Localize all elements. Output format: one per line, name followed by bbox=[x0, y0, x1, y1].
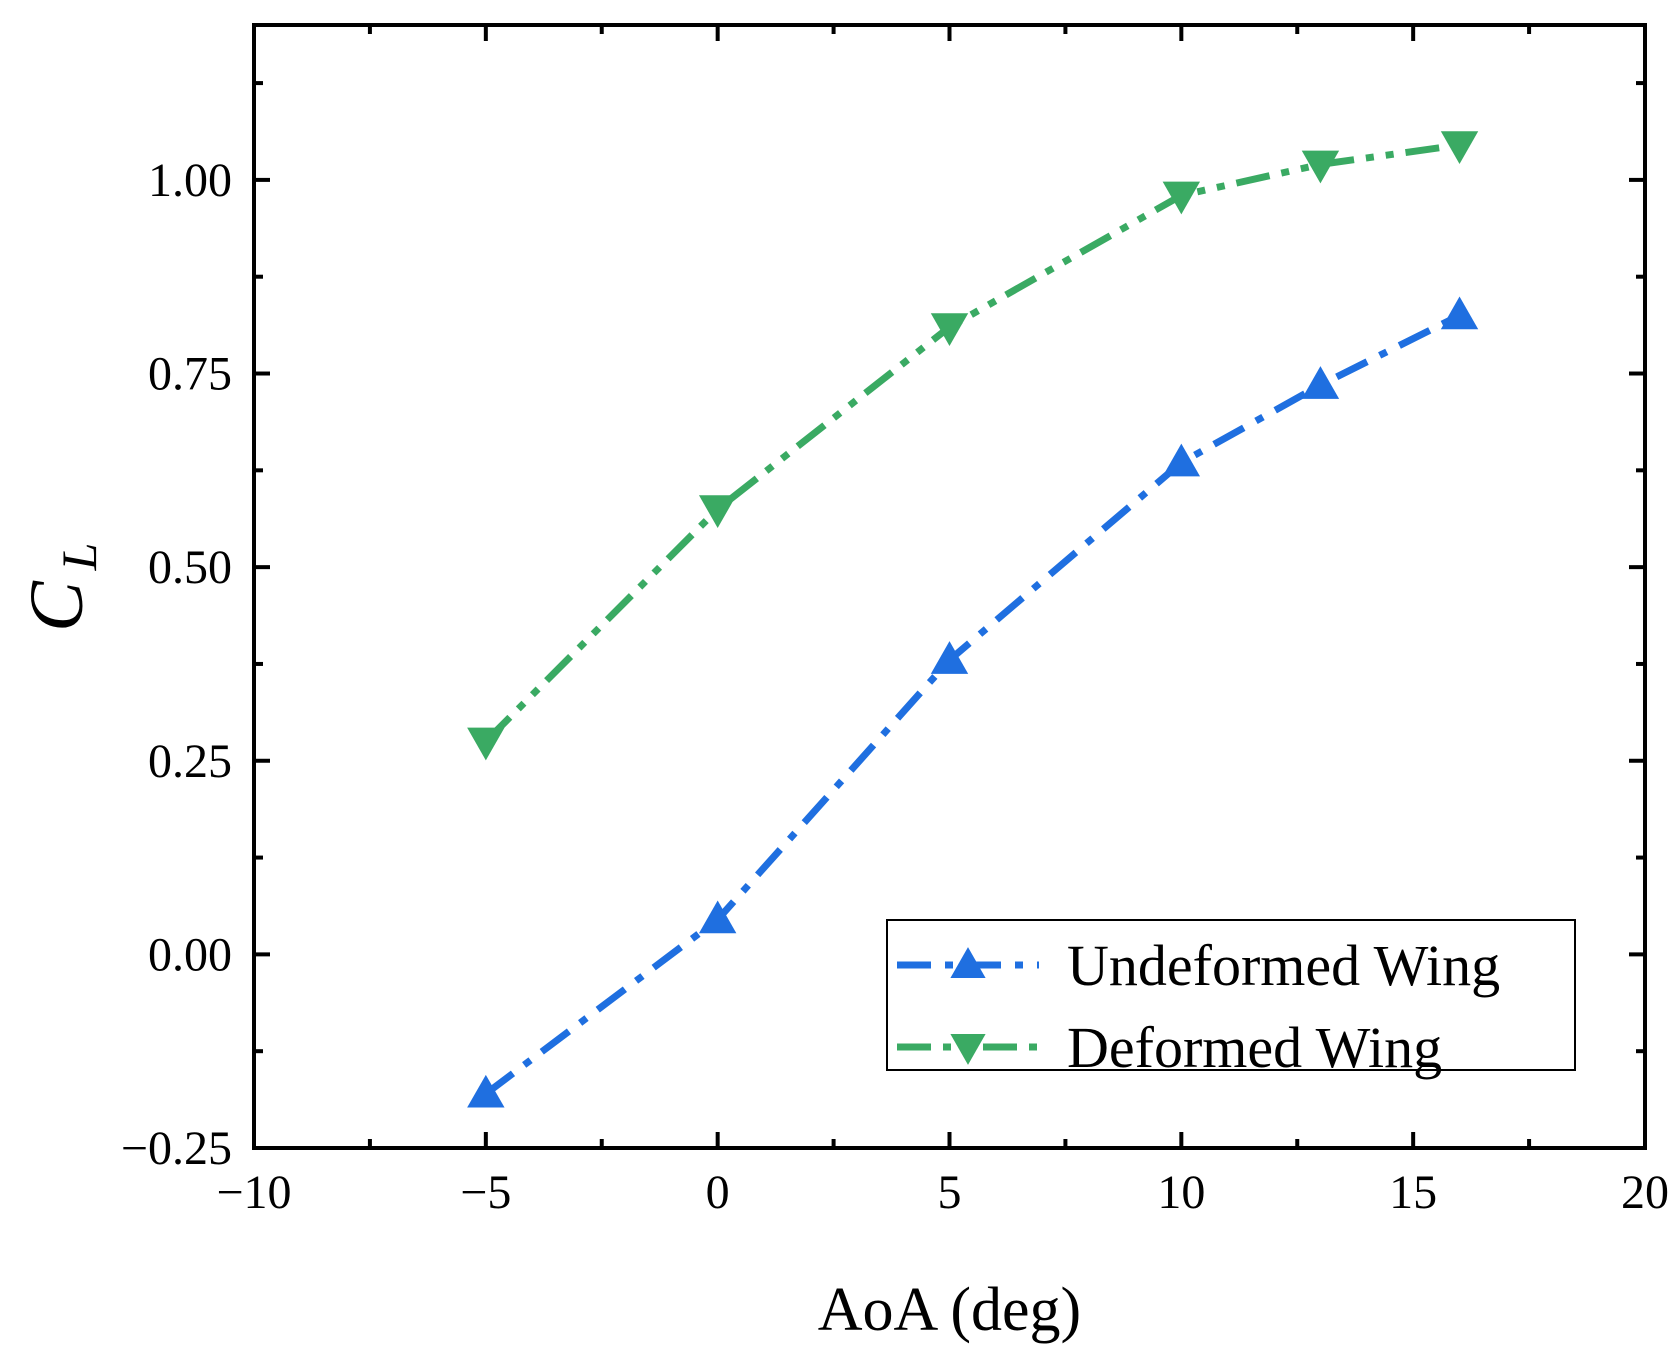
x-tick-label: 15 bbox=[1389, 1166, 1437, 1219]
data-point bbox=[1440, 131, 1479, 165]
series-deformed-wing bbox=[467, 131, 1479, 761]
x-tick-label: 5 bbox=[938, 1166, 962, 1219]
x-tick-label: 0 bbox=[706, 1166, 730, 1219]
data-point bbox=[698, 495, 737, 529]
data-point bbox=[467, 727, 505, 761]
legend: Undeformed Wing Deformed Wing bbox=[886, 919, 1576, 1080]
x-tick-label: 10 bbox=[1157, 1166, 1205, 1219]
y-tick-label: 1.00 bbox=[148, 154, 232, 207]
series-line bbox=[483, 312, 1462, 1097]
series-layer bbox=[467, 131, 1479, 1108]
data-point bbox=[1162, 181, 1201, 215]
axes-layer: −10 −5 0 5 10 15 20 −0.25 0.00 0.25 0.50 0.75 1.00 Ao… bbox=[15, 23, 1669, 1344]
legend-marker bbox=[950, 1034, 986, 1065]
data-point bbox=[1301, 366, 1340, 399]
series-undeformed-wing bbox=[467, 296, 1479, 1108]
y-tick-label: 0.00 bbox=[148, 928, 232, 981]
y-axis-title: CL bbox=[15, 543, 107, 632]
x-tick-label: −10 bbox=[216, 1166, 291, 1219]
legend-marker bbox=[950, 947, 986, 978]
data-point bbox=[1440, 296, 1479, 330]
y-tick-label: 0.50 bbox=[148, 541, 232, 594]
data-point bbox=[930, 313, 969, 347]
data-point bbox=[930, 641, 969, 674]
data-point bbox=[698, 900, 737, 934]
legend-label: Deformed Wing bbox=[1067, 1015, 1442, 1080]
x-axis-title: AoA (deg) bbox=[818, 1276, 1081, 1344]
series-line bbox=[483, 141, 1460, 744]
y-axis-title-subscript: L bbox=[51, 543, 107, 572]
data-point bbox=[1162, 443, 1201, 477]
legend-item: Deformed Wing bbox=[897, 1015, 1442, 1080]
y-tick-label: 0.25 bbox=[148, 735, 232, 788]
data-point bbox=[1301, 150, 1340, 184]
x-tick-label: 20 bbox=[1621, 1166, 1669, 1219]
legend-label: Undeformed Wing bbox=[1067, 933, 1500, 998]
x-tick-label: −5 bbox=[460, 1166, 511, 1219]
y-axis-title-main: C bbox=[15, 580, 99, 632]
data-point bbox=[467, 1074, 505, 1108]
legend-item: Undeformed Wing bbox=[897, 933, 1500, 998]
y-tick-label: −0.25 bbox=[121, 1122, 232, 1175]
y-tick-label: 0.75 bbox=[148, 348, 232, 401]
